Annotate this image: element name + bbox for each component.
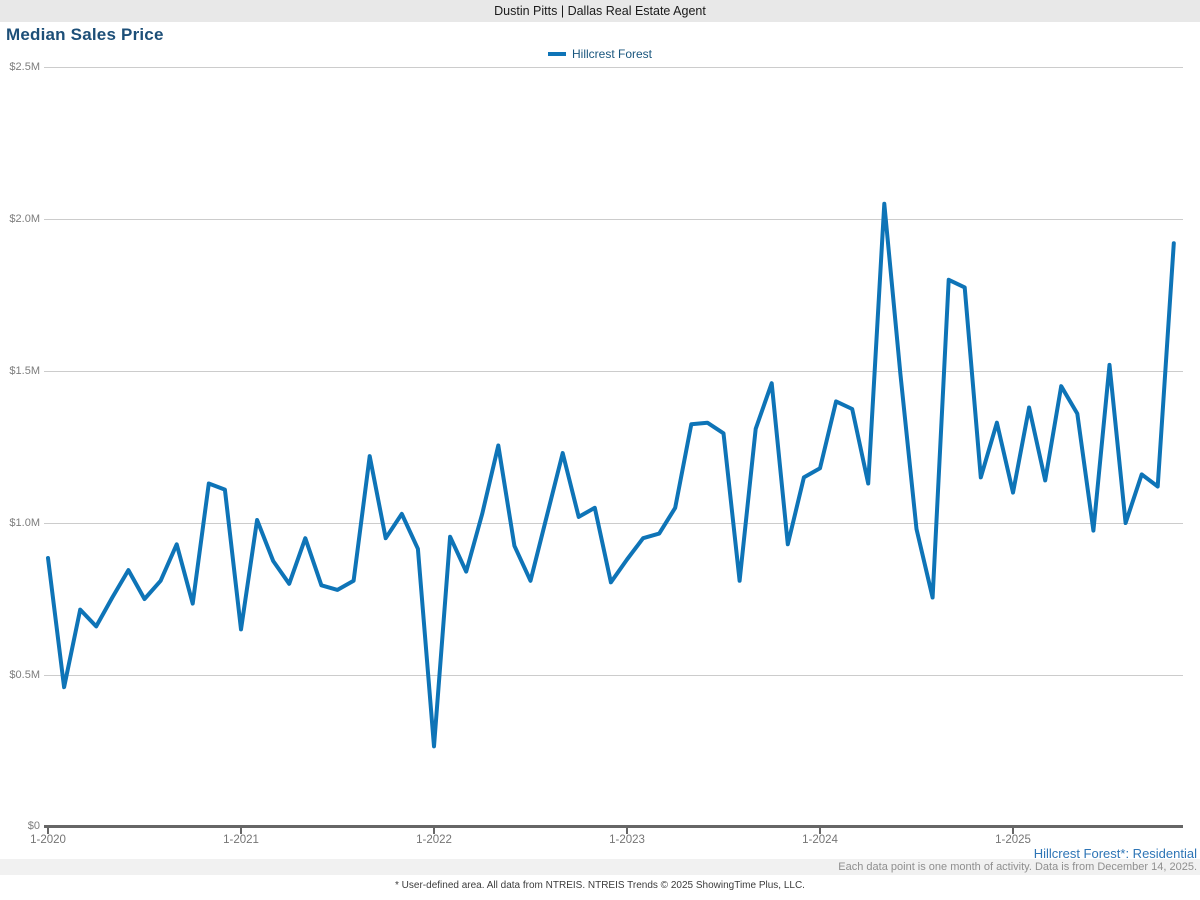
y-axis-tick-label: $1.5M	[9, 365, 40, 377]
x-axis-tick-label: 1-2024	[802, 834, 838, 846]
x-axis-tick	[433, 828, 435, 834]
site-header: Dustin Pitts | Dallas Real Estate Agent	[0, 0, 1200, 22]
x-axis-tick	[47, 828, 49, 834]
x-axis-tick-label: 1-2022	[416, 834, 452, 846]
gridline	[44, 219, 1183, 220]
y-axis-tick-label: $0.5M	[9, 669, 40, 681]
x-axis-tick	[626, 828, 628, 834]
y-axis-tick-label: $2.0M	[9, 213, 40, 225]
data-note-band: Each data point is one month of activity…	[0, 859, 1200, 875]
y-axis-tick-label: $0	[27, 820, 40, 832]
x-axis-tick-label: 1-2020	[30, 834, 66, 846]
x-axis-tick-label: 1-2025	[995, 834, 1031, 846]
y-axis-tick-label: $2.5M	[9, 61, 40, 73]
x-axis-tick	[240, 828, 242, 834]
x-axis-tick-label: 1-2021	[223, 834, 259, 846]
gridline	[44, 67, 1183, 68]
x-axis-tick	[819, 828, 821, 834]
legend-swatch	[547, 52, 566, 56]
chart-title: Median Sales Price	[6, 25, 164, 44]
series-footnote-link[interactable]: Hillcrest Forest*: Residential	[1033, 846, 1197, 861]
x-axis-tick	[1012, 828, 1014, 834]
gridline	[44, 371, 1183, 372]
gridline	[44, 523, 1183, 524]
source-attribution: * User-defined area. All data from NTREI…	[395, 880, 805, 891]
site-header-brand: Dustin Pitts | Dallas Real Estate Agent	[494, 4, 706, 18]
x-axis-tick-label: 1-2023	[609, 834, 645, 846]
y-axis-tick-label: $1.0M	[9, 517, 40, 529]
legend-item-hillcrest-forest[interactable]: Hillcrest Forest	[571, 47, 652, 61]
x-axis-line	[44, 825, 1183, 828]
data-note: Each data point is one month of activity…	[838, 861, 1197, 873]
legend: Hillcrest Forest	[0, 47, 1200, 61]
series-line-hillcrest-forest	[46, 201, 1176, 749]
gridline	[44, 675, 1183, 676]
